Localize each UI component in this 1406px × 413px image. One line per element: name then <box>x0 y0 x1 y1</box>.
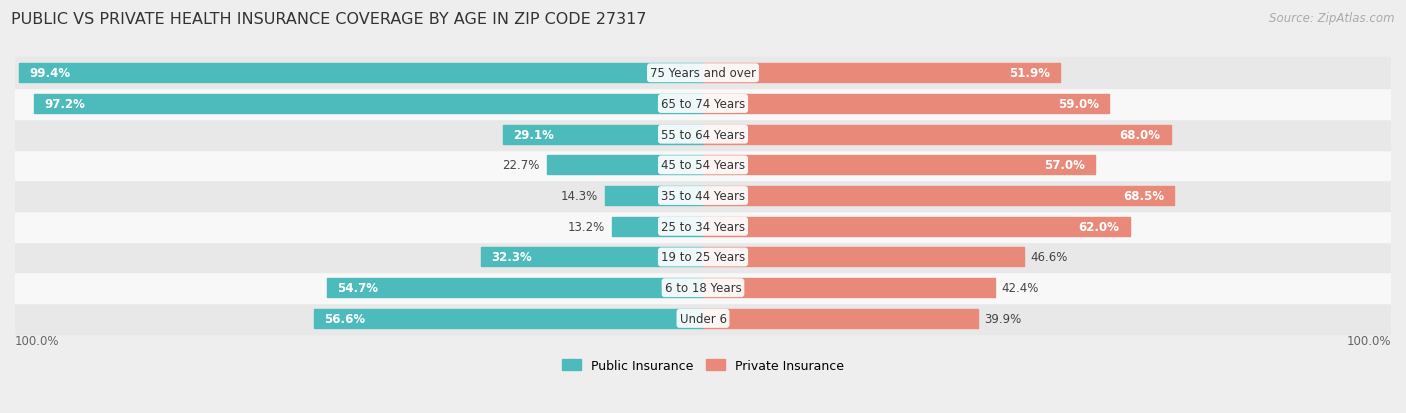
Bar <box>15 150 1391 181</box>
Text: Under 6: Under 6 <box>679 312 727 325</box>
Text: 56.6%: 56.6% <box>323 312 366 325</box>
Text: 100.0%: 100.0% <box>15 334 59 347</box>
Text: PUBLIC VS PRIVATE HEALTH INSURANCE COVERAGE BY AGE IN ZIP CODE 27317: PUBLIC VS PRIVATE HEALTH INSURANCE COVER… <box>11 12 647 27</box>
Bar <box>703 95 1109 114</box>
Bar <box>15 58 1391 89</box>
Bar <box>503 125 703 144</box>
Bar <box>703 248 1024 267</box>
Bar <box>703 187 1174 206</box>
Bar <box>15 211 1391 242</box>
Bar <box>15 242 1391 273</box>
Bar <box>34 95 703 114</box>
Text: 32.3%: 32.3% <box>491 251 531 264</box>
Text: 65 to 74 Years: 65 to 74 Years <box>661 98 745 111</box>
Text: 45 to 54 Years: 45 to 54 Years <box>661 159 745 172</box>
Bar <box>20 64 703 83</box>
Text: 39.9%: 39.9% <box>984 312 1022 325</box>
Bar <box>547 156 703 175</box>
Text: 22.7%: 22.7% <box>502 159 540 172</box>
Bar <box>703 125 1171 144</box>
Bar <box>15 89 1391 119</box>
Text: 54.7%: 54.7% <box>337 282 378 294</box>
Bar <box>703 309 977 328</box>
Text: 62.0%: 62.0% <box>1078 220 1119 233</box>
Text: 68.5%: 68.5% <box>1123 190 1164 202</box>
Text: 29.1%: 29.1% <box>513 128 554 141</box>
Text: 6 to 18 Years: 6 to 18 Years <box>665 282 741 294</box>
Legend: Public Insurance, Private Insurance: Public Insurance, Private Insurance <box>557 354 849 377</box>
Text: 57.0%: 57.0% <box>1045 159 1085 172</box>
Bar <box>314 309 703 328</box>
Text: 42.4%: 42.4% <box>1001 282 1039 294</box>
Text: 51.9%: 51.9% <box>1008 67 1050 80</box>
Text: 35 to 44 Years: 35 to 44 Years <box>661 190 745 202</box>
Bar <box>15 181 1391 211</box>
Text: 59.0%: 59.0% <box>1057 98 1098 111</box>
Text: 55 to 64 Years: 55 to 64 Years <box>661 128 745 141</box>
Text: Source: ZipAtlas.com: Source: ZipAtlas.com <box>1270 12 1395 25</box>
Bar <box>15 303 1391 334</box>
Bar <box>15 273 1391 303</box>
Bar <box>612 217 703 236</box>
Bar <box>481 248 703 267</box>
Bar <box>703 217 1129 236</box>
Bar <box>703 278 994 297</box>
Text: 14.3%: 14.3% <box>561 190 598 202</box>
Text: 97.2%: 97.2% <box>45 98 86 111</box>
Text: 68.0%: 68.0% <box>1119 128 1160 141</box>
Text: 25 to 34 Years: 25 to 34 Years <box>661 220 745 233</box>
Text: 99.4%: 99.4% <box>30 67 70 80</box>
Bar <box>15 119 1391 150</box>
Bar <box>326 278 703 297</box>
Text: 13.2%: 13.2% <box>568 220 606 233</box>
Bar <box>703 156 1095 175</box>
Text: 19 to 25 Years: 19 to 25 Years <box>661 251 745 264</box>
Text: 46.6%: 46.6% <box>1031 251 1069 264</box>
Text: 75 Years and over: 75 Years and over <box>650 67 756 80</box>
Bar <box>703 64 1060 83</box>
Text: 100.0%: 100.0% <box>1347 334 1391 347</box>
Bar <box>605 187 703 206</box>
